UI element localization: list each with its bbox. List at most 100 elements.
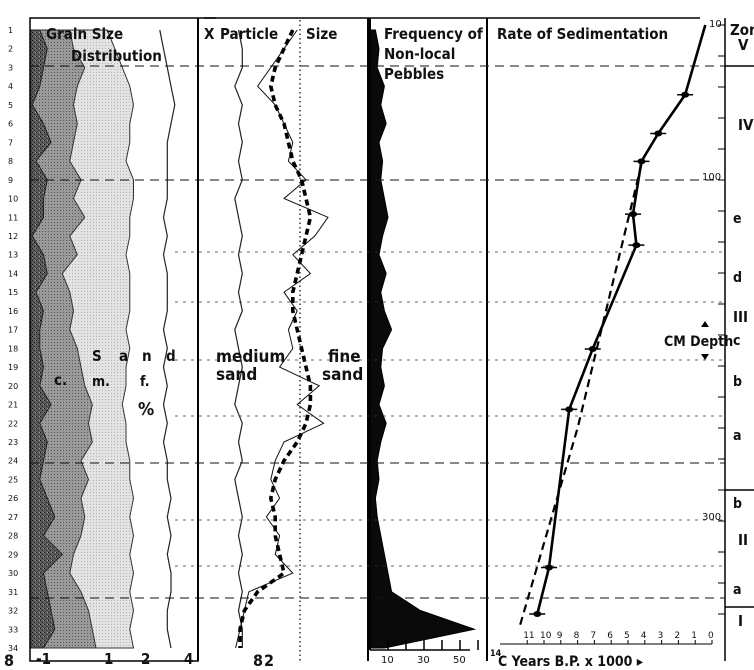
- pebble-title-2: Non-local: [384, 45, 455, 63]
- particle-tick-2: 2: [264, 651, 274, 670]
- sample-number: 25: [8, 475, 18, 484]
- sample-number: 22: [8, 419, 18, 428]
- rate-tick-label: 0: [708, 631, 714, 641]
- class-label-fine: f.: [140, 374, 150, 390]
- depth-tick-10: 10: [709, 19, 722, 30]
- rate-tick-label: 9: [557, 631, 563, 641]
- particle-size-panel: X Particle Size medium sand fine sand 8 …: [204, 17, 363, 670]
- sample-number: 21: [8, 401, 18, 410]
- sand-letter-n: n: [142, 347, 152, 365]
- particle-size-smoothed-line: [238, 29, 313, 648]
- sample-number: 19: [8, 363, 18, 372]
- sample-number: 28: [8, 532, 18, 541]
- grain-title-line-1: Grain Size: [46, 25, 123, 43]
- rate-panel: Rate of Sedimentation 11 10 9 8 7 6 5 4 3 2 1 0 14 …: [490, 19, 733, 670]
- sample-number: 18: [8, 344, 18, 353]
- sample-number: 14: [8, 269, 18, 278]
- sample-number: 7: [8, 138, 13, 147]
- sample-number: 11: [8, 213, 18, 222]
- sand-letter-d: d: [166, 347, 176, 365]
- sample-number: 20: [8, 382, 18, 391]
- grain-title-line-2: Distribution: [71, 47, 162, 65]
- grain-tick-4: 4: [184, 650, 193, 668]
- class-label-medium: m.: [92, 374, 110, 390]
- particle-size-raw-line: [235, 29, 329, 649]
- medium-sand-label-1: medium: [216, 347, 285, 367]
- zone-boundaries: [30, 65, 725, 599]
- pebble-frequency-area: [369, 29, 477, 649]
- medium-sand-area: [30, 29, 97, 649]
- sample-number: 30: [8, 569, 18, 578]
- fine-sand-label-2: sand: [322, 365, 363, 385]
- rate-tick-label: 3: [658, 631, 664, 641]
- zone-label: III: [733, 308, 748, 326]
- sample-number: 34: [8, 644, 18, 653]
- pebbles-panel: Frequency of Non-local Pebbles 10 30 50: [369, 18, 483, 666]
- pebble-title-3: Pebbles: [384, 65, 444, 83]
- pebble-tick-label: 50: [453, 655, 466, 666]
- rate-x-sup: 14: [490, 649, 502, 659]
- particle-tick-8: 8: [253, 651, 263, 670]
- panel-frames: [29, 17, 726, 662]
- zone-label: e: [733, 211, 742, 227]
- zone-label: a: [733, 582, 742, 598]
- zone-label: IV: [738, 116, 754, 134]
- rate-x-label: C Years B.P. x 1000 ▸: [498, 654, 644, 670]
- rate-title: Rate of Sedimentation: [497, 25, 668, 43]
- sample-number: 6: [8, 120, 13, 129]
- sample-number: 31: [8, 588, 18, 597]
- pebble-tick-label: 10: [381, 655, 394, 666]
- sample-number: 8: [8, 157, 13, 166]
- rate-x-axis: 11 10 9 8 7 6 5 4 3 2 1 0: [500, 631, 714, 645]
- sand-boundary-line: [159, 29, 176, 649]
- rate-point: [588, 345, 597, 352]
- rate-point: [629, 211, 638, 218]
- sand-letter-a: a: [119, 347, 128, 365]
- percent-label: %: [138, 399, 154, 420]
- zone-label: II: [738, 531, 748, 549]
- rate-tick-label: 8: [574, 631, 580, 641]
- rate-point: [545, 564, 554, 571]
- zone-title: Zon: [730, 21, 754, 39]
- sample-number: 12: [8, 232, 18, 241]
- rate-point: [637, 158, 646, 165]
- depth-arrow-up: [701, 321, 709, 327]
- phi-4-boundary-line: [234, 29, 243, 648]
- sample-number: 15: [8, 288, 18, 297]
- sample-number: 27: [8, 513, 18, 522]
- zone-label: b: [733, 374, 742, 390]
- rate-tick-label: 1: [691, 631, 697, 641]
- rate-point: [632, 242, 641, 249]
- depth-tick-100: 100: [702, 172, 721, 183]
- grain-tick-1: 1: [104, 650, 113, 668]
- rate-points: [529, 91, 694, 617]
- rate-tick-label: 6: [607, 631, 613, 641]
- rate-tick-label: 2: [674, 631, 680, 641]
- rate-tick-label: 7: [590, 631, 596, 641]
- sample-number: 3: [8, 63, 13, 72]
- sample-number-column: 1234567891011121314151617181920212223242…: [8, 26, 18, 653]
- zone-label: I: [738, 612, 743, 630]
- zone-label: d: [733, 270, 742, 286]
- sample-number: 9: [8, 176, 13, 185]
- rate-tick-label: 4: [641, 631, 647, 641]
- sample-number: 17: [8, 326, 18, 335]
- pebble-tick-label: 30: [417, 655, 430, 666]
- class-label-coarse: c.: [54, 371, 67, 389]
- sample-number: 23: [8, 438, 18, 447]
- sample-number: 16: [8, 307, 18, 316]
- sample-number: 32: [8, 607, 18, 616]
- grain-tick-2: 2: [141, 650, 150, 668]
- sample-number: 10: [8, 195, 18, 204]
- depth-label: CM Depth: [664, 334, 733, 350]
- fine-sand-label-1: fine: [328, 347, 361, 367]
- rate-curve: [536, 24, 707, 615]
- sample-number: 4: [8, 82, 13, 91]
- rate-point: [533, 611, 542, 617]
- rate-point: [565, 406, 574, 413]
- rate-tick-label: 11: [523, 631, 534, 641]
- medium-sand-label-2: sand: [216, 365, 257, 385]
- particle-title-b: Size: [306, 25, 337, 43]
- sand-letter-s: S: [92, 347, 102, 365]
